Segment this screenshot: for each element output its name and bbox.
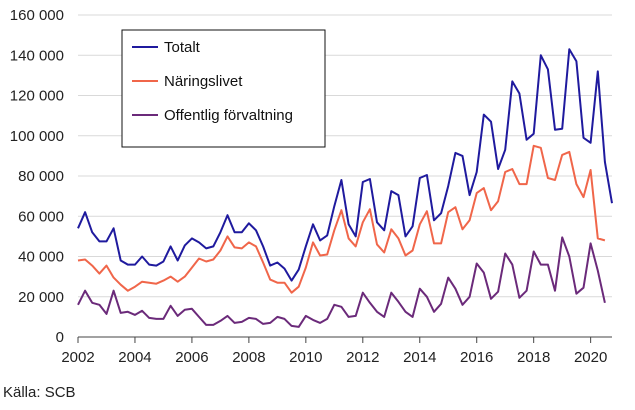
- series-line-1: [77, 48, 613, 282]
- legend: Totalt Näringslivet Offentlig förvaltning: [121, 29, 326, 148]
- y-axis: 0 20 000 40 000 60 000 80 000 100 000 120 000 1…: [10, 7, 64, 346]
- legend-box: [121, 29, 326, 148]
- y-tick-label: 40 000: [18, 249, 64, 266]
- series-line-2: [77, 144, 606, 294]
- y-tick-label: 60 000: [18, 208, 64, 225]
- y-tick-label: 80 000: [18, 168, 64, 185]
- x-tick-label: 2004: [118, 349, 151, 366]
- x-tick-label: 2016: [460, 349, 493, 366]
- x-tick-label: 2010: [289, 349, 322, 366]
- x-tick-label: 2006: [175, 349, 208, 366]
- x-tick-label: 2018: [517, 349, 550, 366]
- x-tick-label: 2014: [403, 349, 436, 366]
- legend-label: Näringslivet: [164, 73, 243, 90]
- y-tick-label: 140 000: [10, 47, 64, 64]
- x-axis: 2002 2004 2006 2008 2010 2012 2014 2016 2018 2020: [61, 337, 607, 366]
- y-tick-label: 160 000: [10, 7, 64, 24]
- legend-label: Offentlig förvaltning: [164, 107, 293, 124]
- x-tick-label: 2008: [232, 349, 265, 366]
- x-tick-label: 2020: [574, 349, 607, 366]
- legend-label: Totalt: [164, 39, 201, 56]
- y-tick-label: 120 000: [10, 88, 64, 105]
- x-tick-label: 2002: [61, 349, 94, 366]
- y-tick-label: 20 000: [18, 289, 64, 306]
- y-tick-label: 0: [56, 329, 64, 346]
- series-lines: [77, 48, 613, 328]
- y-tick-label: 100 000: [10, 128, 64, 145]
- x-tick-label: 2012: [346, 349, 379, 366]
- series-line-3: [77, 236, 606, 328]
- source-note: Källa: SCB: [3, 384, 76, 401]
